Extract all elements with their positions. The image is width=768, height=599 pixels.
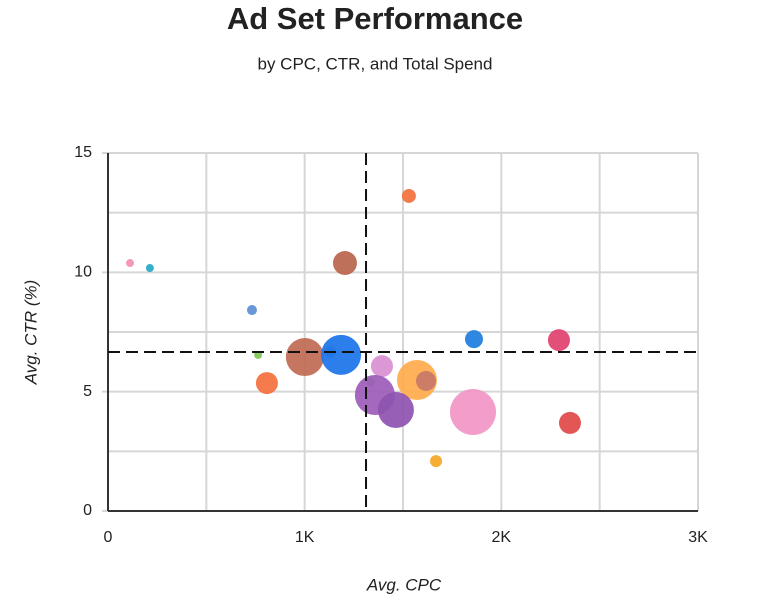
bubble: [377, 392, 414, 429]
bubble: [332, 251, 357, 276]
y-tick-label: 15: [74, 144, 92, 161]
bubble: [255, 372, 278, 395]
bubble: [547, 329, 570, 352]
x-tick-label: 2K: [492, 529, 512, 546]
bubble: [285, 338, 324, 377]
bubble: [416, 370, 437, 391]
bubble: [246, 305, 257, 316]
bubble: [464, 330, 483, 349]
bubble: [558, 411, 581, 434]
bubble: [145, 264, 154, 273]
y-tick-label: 5: [83, 383, 92, 400]
bubble: [450, 388, 497, 435]
x-tick-label: 3K: [688, 529, 708, 546]
chart-subtitle: by CPC, CTR, and Total Spend: [258, 54, 493, 73]
y-tick-label: 0: [83, 502, 92, 519]
x-axis-label: Avg. CPC: [366, 575, 442, 594]
chart-title: Ad Set Performance: [227, 1, 523, 36]
bubble: [401, 188, 416, 203]
bubble: [370, 355, 393, 378]
bubble: [126, 259, 135, 268]
x-tick-label: 0: [104, 529, 113, 546]
y-axis-label: Avg. CTR (%): [21, 280, 40, 386]
bubble: [430, 455, 443, 468]
x-tick-label: 1K: [295, 529, 315, 546]
y-tick-label: 10: [74, 264, 92, 281]
bubble: [321, 334, 362, 375]
